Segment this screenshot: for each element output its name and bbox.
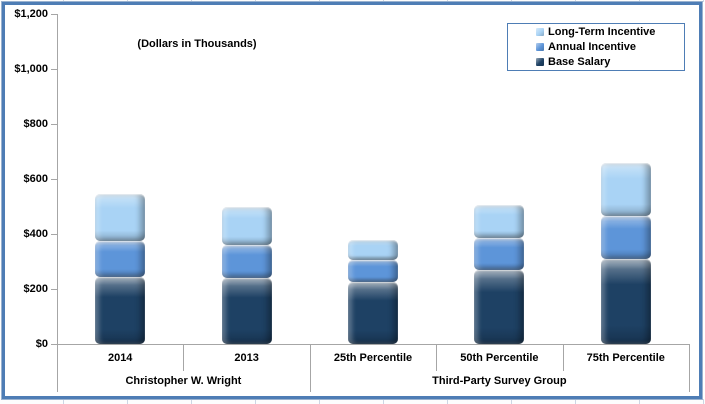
bar-segment-annual-incentive <box>600 216 651 259</box>
bar-segment-long-term-incentive <box>348 239 398 261</box>
legend-entry: Base Salary <box>536 55 684 70</box>
y-axis-tick-label: $0 <box>35 338 48 350</box>
bar-segment-base-salary <box>95 276 146 344</box>
legend-label: Annual Incentive <box>548 41 637 53</box>
y-axis-tick-label: $400 <box>23 228 48 240</box>
y-axis-tick-mark <box>51 124 57 125</box>
y-axis-tick-label: $800 <box>23 118 48 130</box>
bar-segment-long-term-incentive <box>474 205 525 239</box>
y-axis-tick-mark <box>51 234 57 235</box>
y-axis-tick-mark <box>51 179 57 180</box>
category-label: 2013 <box>234 352 259 364</box>
y-axis-tick-mark <box>51 344 57 345</box>
category-separator <box>562 344 564 371</box>
legend-entry: Annual Incentive <box>536 40 684 55</box>
y-axis-tick-mark <box>51 14 57 15</box>
category-label: 75th Percentile <box>586 352 665 364</box>
y-axis-tick-label: $200 <box>23 283 48 295</box>
y-axis-tick-label: $600 <box>23 173 48 185</box>
category-separator <box>436 344 438 371</box>
category-group-label: Christopher W. Wright <box>125 375 242 387</box>
bar-segment-base-salary <box>221 278 272 344</box>
x-axis-line <box>57 344 689 345</box>
bar-segment-long-term-incentive <box>95 194 146 241</box>
bar-segment-annual-incentive <box>95 240 146 277</box>
category-group-label: Third-Party Survey Group <box>432 375 567 387</box>
bar-segment-annual-incentive <box>348 260 398 283</box>
group-separator <box>689 344 690 392</box>
legend-label: Base Salary <box>548 56 611 68</box>
bar-segment-base-salary <box>600 258 651 344</box>
legend-entry: Long-Term Incentive <box>536 25 684 40</box>
group-separator <box>309 344 311 392</box>
category-label: 25th Percentile <box>333 352 413 364</box>
worksheet-gridline-sliver-bottom <box>0 399 705 404</box>
y-axis-line <box>57 14 58 392</box>
y-axis-tick-label: $1,000 <box>14 63 48 75</box>
legend: Long-Term Incentive Annual Incentive Base … <box>507 23 685 71</box>
category-label: 50th Percentile <box>460 352 539 364</box>
y-axis-tick-mark <box>51 69 57 70</box>
bar-segment-base-salary <box>474 269 525 344</box>
legend-label: Long-Term Incentive <box>548 26 656 38</box>
category-label: 2014 <box>107 352 133 364</box>
bar-segment-long-term-incentive <box>221 206 272 245</box>
legend-swatch-icon <box>536 43 544 51</box>
legend-swatch-icon <box>536 58 544 66</box>
category-separator <box>183 344 185 371</box>
worksheet-gridline-sliver-top <box>0 0 705 2</box>
y-axis-tick-label: $1,200 <box>14 8 48 20</box>
legend-swatch-icon <box>536 28 544 36</box>
chart-units-note: (Dollars in Thousands) <box>137 38 257 50</box>
bar-segment-base-salary <box>348 282 398 344</box>
bar-segment-long-term-incentive <box>600 162 651 217</box>
bar-segment-annual-incentive <box>221 245 272 278</box>
y-axis-tick-mark <box>51 289 57 290</box>
bar-segment-annual-incentive <box>474 238 525 270</box>
